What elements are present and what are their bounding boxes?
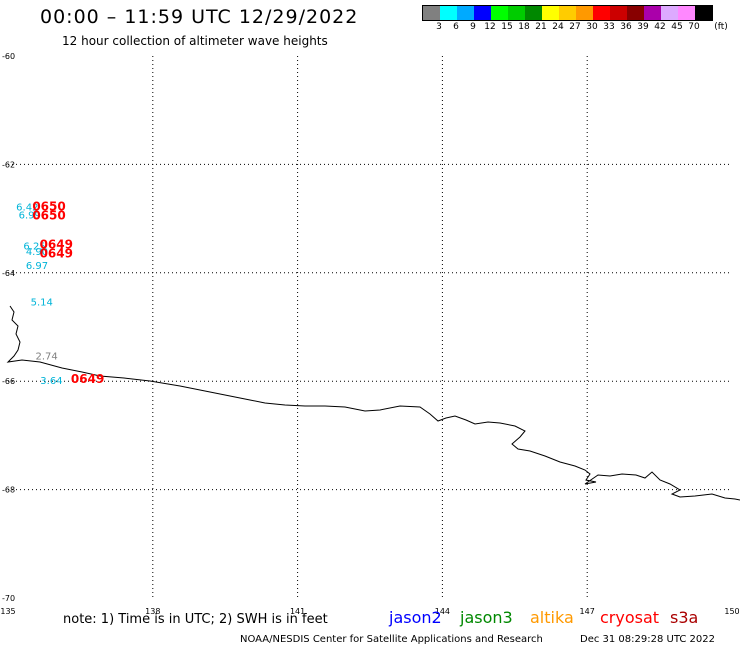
legend-tick-label: 6 [453,22,459,32]
legend-tick-label: 36 [620,22,632,32]
legend-unit-label: (ft) [714,22,728,32]
pass-time-label: 0649 [40,237,73,251]
wave-height-value: 6.25 [23,241,45,252]
color-scale-legend [422,5,713,21]
satellite-name: altika [530,608,574,627]
legend-tick-label: 42 [654,22,666,32]
legend-tick-label: 45 [671,22,683,32]
legend-swatch [440,6,457,20]
legend-tick-label: 21 [535,22,547,32]
longitude-label: 138 [145,607,160,616]
pass-time-label: 0650 [32,199,65,213]
legend-swatch [525,6,542,20]
wave-height-value: 6.97 [26,261,48,272]
longitude-label: 147 [580,607,595,616]
legend-swatch [491,6,508,20]
legend-tick-label: 24 [552,22,564,32]
latitude-label: -64 [2,269,15,278]
satellite-name: cryosat [600,608,660,627]
footer-note: note: 1) Time is in UTC; 2) SWH is in fe… [63,612,328,627]
credit-text: NOAA/NESDIS Center for Satellite Applica… [240,634,543,645]
legend-swatch [627,6,644,20]
legend-swatch [542,6,559,20]
map-grid [8,56,732,598]
legend-tick-label: 18 [518,22,530,32]
latitude-label: -62 [2,160,15,169]
legend-tick-label: 15 [501,22,513,32]
legend-tick-label: 27 [569,22,581,32]
longitude-label: 150 [724,607,739,616]
latitude-label: -68 [2,486,15,495]
wave-height-value: 2.74 [35,352,57,363]
color-scale-labels: 3 6 9 12 15 18 21 24 27 30 33 36 39 42 45 70 (ft) [422,22,738,34]
wave-height-value: 4.90 [26,247,48,258]
legend-tick-label: 70 [688,22,700,32]
latitude-label: -60 [2,52,15,61]
legend-tick-label: 3 [436,22,442,32]
legend-tick-label: 30 [586,22,598,32]
pass-time-label: 0649 [40,247,73,261]
legend-swatch [576,6,593,20]
antarctic-coastline [6,305,740,501]
latitude-label: -66 [2,377,15,386]
wave-height-value: 6.99 [19,211,41,222]
legend-swatch [661,6,678,20]
wave-height-value: 6.42 [16,202,38,213]
chart-title: 00:00 – 11:59 UTC 12/29/2022 [40,6,359,28]
legend-swatch [610,6,627,20]
map-axis-labels: 135 138 141 144 147 150 -60 -62 -64 -66 -68 -70 [0,52,739,616]
legend-swatch [559,6,576,20]
timestamp-text: Dec 31 08:29:28 UTC 2022 [580,634,715,645]
satellite-name: s3a [670,608,699,627]
latitude-label: -70 [2,594,15,603]
legend-swatch [423,6,440,20]
legend-tick-label: 12 [484,22,496,32]
wave-height-value: 5.14 [31,297,53,308]
legend-tick-label: 39 [637,22,649,32]
longitude-label: 144 [435,607,450,616]
legend-swatch [474,6,491,20]
satellite-name: jason2 [389,608,442,627]
chart-subtitle: 12 hour collection of altimeter wave hei… [62,34,328,48]
legend-tick-label: 33 [603,22,615,32]
legend-swatch [644,6,661,20]
pass-time-label: 0649 [71,372,104,386]
longitude-label: 141 [290,607,305,616]
legend-swatch [593,6,610,20]
legend-swatch [695,6,712,20]
longitude-label: 135 [0,607,15,616]
legend-swatch [457,6,474,20]
legend-swatch [678,6,695,20]
pass-time-label: 0650 [32,209,65,223]
legend-swatch [508,6,525,20]
legend-tick-label: 9 [470,22,476,32]
satellite-name: jason3 [460,608,513,627]
measurement-labels: 6.426.99 6.254.90 6.97 5.14 2.74 3.64 06500650… [16,199,104,386]
wave-height-value: 3.64 [40,376,62,387]
